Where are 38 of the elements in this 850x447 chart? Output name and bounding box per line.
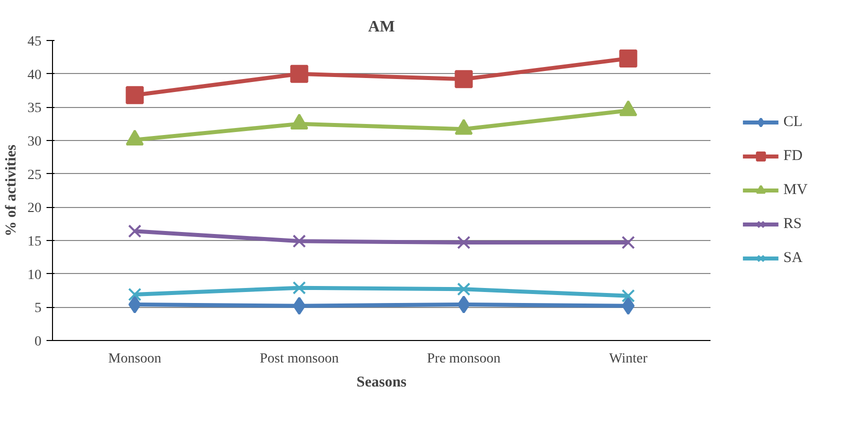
- chart-title: AM: [368, 18, 395, 36]
- point: [457, 296, 470, 314]
- point: [128, 224, 142, 238]
- y-tick-label: 20: [28, 201, 42, 216]
- x-tick-label: Pre monsoon: [427, 352, 500, 366]
- y-tick-label: 15: [28, 234, 42, 250]
- x-axis-title: Seasons: [356, 374, 407, 390]
- point: [457, 236, 470, 250]
- legend-label: RS: [783, 216, 803, 232]
- y-tick-label: 40: [28, 68, 42, 83]
- point: [454, 70, 473, 88]
- legend-label: FD: [783, 148, 804, 164]
- y-tick-label: 35: [28, 101, 42, 116]
- y-tick-label: 5: [34, 301, 42, 316]
- point: [622, 236, 635, 250]
- point: [126, 86, 144, 104]
- x-tick-label: Winter: [609, 352, 648, 366]
- point: [622, 289, 635, 302]
- point: [457, 282, 470, 296]
- point: [128, 288, 142, 302]
- y-tick-label: 45: [28, 34, 42, 50]
- point: [292, 296, 306, 315]
- legend-label: MV: [783, 182, 808, 198]
- y-tick-label: 0: [34, 334, 42, 350]
- point: [290, 64, 308, 83]
- point: [292, 234, 306, 248]
- y-tick-label: 30: [28, 134, 42, 150]
- point: [128, 296, 142, 314]
- legend-label: CL: [783, 114, 804, 130]
- y-tick-label: 10: [28, 268, 42, 283]
- y-axis-title: % of activities: [4, 144, 20, 236]
- point: [622, 296, 635, 315]
- legend-label: SA: [783, 250, 804, 266]
- x-tick-label: Monsoon: [108, 352, 162, 366]
- y-tick-label: 25: [28, 168, 42, 183]
- x-tick-label: Post monsoon: [260, 352, 339, 366]
- point: [619, 50, 638, 68]
- point: [292, 281, 306, 294]
